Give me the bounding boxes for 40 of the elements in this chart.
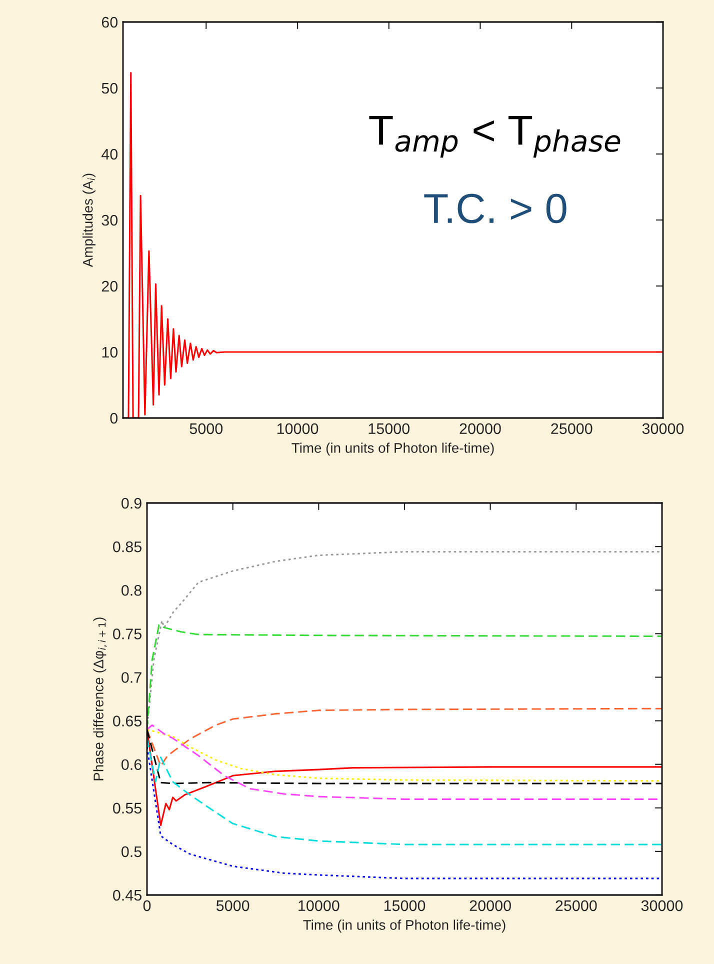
x-tick-label: 20000 (460, 423, 501, 434)
y-tick-label: 50 (102, 82, 118, 94)
x-tick-label: 25000 (556, 900, 597, 912)
line-series (147, 708, 662, 767)
y-tick-label: 0 (110, 412, 118, 424)
x-tick-label: 30000 (641, 900, 683, 912)
y-tick-label: 0.55 (113, 802, 142, 814)
x-tick-label: 25000 (551, 423, 592, 434)
y-tick-label: 0.7 (122, 672, 142, 683)
y-tick-label: 0.45 (113, 890, 142, 901)
annotation: T.C. > 0 (424, 194, 566, 224)
x-tick-label: 30000 (642, 423, 684, 434)
x-axis-title: Time (in units of Photon life-time) (303, 920, 506, 933)
y-tick-label: 10 (102, 346, 118, 358)
y-tick-label: 0.5 (122, 846, 142, 858)
y-tick-label: 60 (102, 16, 118, 28)
x-tick-label: 5000 (190, 423, 223, 434)
y-tick-label: 40 (102, 148, 118, 160)
y-axis-title: Phase difference (Δφ$_{i,i+1}$) (93, 618, 107, 780)
x-tick-label: 5000 (216, 900, 250, 912)
x-axis-title: Time (in units of Photon life-time) (292, 442, 494, 456)
x-tick-label: 10000 (277, 423, 318, 434)
x-tick-label: 10000 (298, 900, 340, 912)
y-tick-label: 30 (102, 214, 118, 226)
annotation: T$_{amp}$ < T$_{phase}$ (369, 116, 620, 158)
y-tick-label: 0.6 (122, 759, 142, 770)
line-series (147, 624, 662, 730)
y-tick-label: 20 (102, 280, 118, 292)
x-tick-label: 0 (143, 900, 151, 912)
y-tick-label: 0.8 (122, 584, 142, 596)
x-tick-label: 15000 (368, 423, 410, 434)
y-axis-title: Amplitudes (A$_{i}$) (82, 174, 96, 268)
x-tick-label: 15000 (384, 900, 426, 912)
y-tick-label: 0.65 (113, 716, 142, 726)
y-tick-label: 0.85 (113, 541, 142, 552)
line-series (147, 746, 662, 880)
x-tick-label: 20000 (470, 900, 511, 912)
line-series (147, 737, 662, 846)
y-tick-label: 0.9 (122, 498, 142, 509)
y-tick-label: 0.75 (113, 628, 142, 640)
